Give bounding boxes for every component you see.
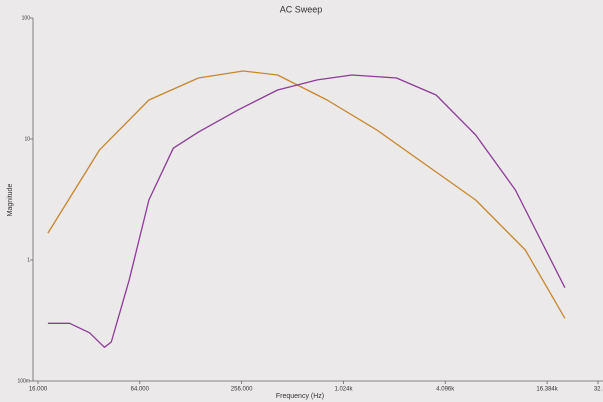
y-tick-label: 10 (24, 136, 30, 142)
x-tick-label: 16.000 (29, 387, 48, 393)
x-tick-label: 64.000 (131, 387, 150, 393)
y-axis-label: Magnitude (7, 184, 14, 217)
x-tick-label: 256.000 (231, 387, 253, 393)
x-tick-label: 16.384k (536, 387, 558, 393)
x-tick-label: 1.024k (334, 387, 353, 393)
series-line (47, 70, 566, 319)
series-line (47, 74, 566, 348)
y-tick-label: 100m (17, 378, 30, 384)
y-tick-label: 1 (27, 257, 30, 263)
x-tick-label: 4.096k (436, 387, 455, 393)
chart-title: AC Sweep (280, 4, 323, 14)
x-tick-label: 32. (594, 387, 603, 393)
y-tick-label: 100 (22, 15, 31, 21)
x-axis-label: Frequency (Hz) (276, 393, 324, 400)
